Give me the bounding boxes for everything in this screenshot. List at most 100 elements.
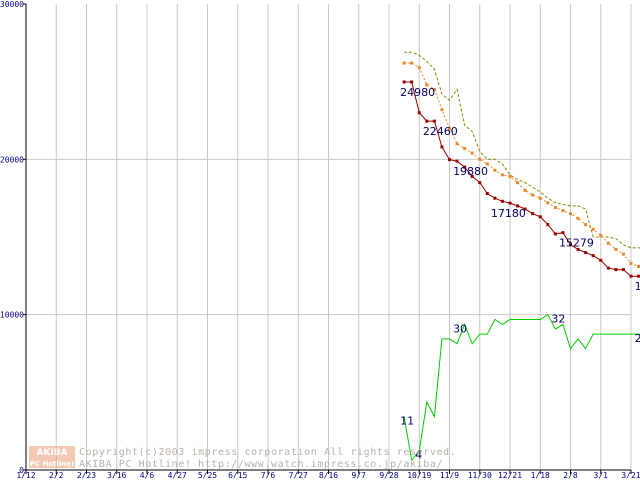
min-price-point — [561, 231, 565, 235]
avg-price-point — [553, 205, 557, 209]
avg-price-point — [546, 201, 550, 205]
avg-price-point — [637, 265, 640, 269]
avg-price-point — [621, 252, 625, 256]
x-tick-label: 2/8 — [563, 471, 578, 480]
avg-price-point — [569, 212, 572, 216]
series-lines — [402, 51, 640, 462]
avg-price-point — [538, 196, 542, 200]
min-price-point — [538, 215, 542, 219]
x-tick-label: 3/1 — [594, 471, 609, 480]
x-tick-label: 9/7 — [352, 471, 367, 480]
avg-price-point — [500, 173, 504, 177]
min-price-point — [455, 159, 459, 163]
url-text: AKIBA PC Hotline! http://www.watch.impre… — [79, 459, 443, 470]
min-price-point — [440, 145, 444, 149]
avg-price-point — [425, 83, 429, 87]
min-price-point — [417, 111, 421, 115]
series-max-price-line — [404, 51, 640, 249]
min-price-point — [523, 207, 527, 211]
min-price-point — [425, 119, 429, 123]
min-price-point — [637, 274, 640, 278]
min-price-point — [531, 212, 535, 216]
min-price-point — [500, 199, 504, 203]
price-data-label: 24980 — [400, 86, 435, 99]
x-tick-label: 4/27 — [168, 471, 187, 480]
min-price-point — [606, 266, 610, 270]
min-price-point — [463, 165, 467, 169]
shop-count-label: 28 — [635, 332, 640, 345]
x-tick-label: 2/2 — [49, 471, 64, 480]
avg-price-point — [493, 168, 497, 172]
x-tick-label: 8/16 — [319, 471, 338, 480]
avg-price-point — [440, 108, 444, 112]
avg-price-point — [402, 61, 406, 65]
series-shops-line — [403, 313, 640, 462]
avg-price-point — [432, 87, 436, 91]
min-price-point — [599, 258, 603, 262]
x-tick-label: 2/23 — [77, 471, 96, 480]
min-price-point — [470, 174, 474, 178]
x-tick-label: 6/15 — [228, 471, 247, 480]
akiba-logo: AKIBA PC Hotline! — [29, 446, 75, 468]
min-price-point — [546, 223, 550, 227]
chart-axes — [23, 3, 632, 474]
min-price-point — [621, 268, 625, 272]
min-price-point — [576, 247, 580, 251]
min-price-point — [508, 201, 512, 205]
avg-price-point — [591, 227, 595, 231]
shop-count-label: 11 — [400, 415, 414, 428]
x-tick-label: 11/30 — [468, 471, 492, 480]
copyright-text: Copyright(c)2003 impress corporation All… — [79, 447, 456, 458]
x-tick-labels: 1/12 2/2 2/23 3/16 4/6 4/27 5/25 6/15 7/6 7/27 8/1… — [16, 471, 640, 480]
price-data-label: 22460 — [423, 125, 458, 138]
x-tick-label: 9/28 — [379, 471, 398, 480]
y-tick-label: 10000 — [0, 311, 24, 320]
min-price-point — [493, 196, 497, 200]
avg-price-point — [516, 181, 520, 185]
data-labels: 24980 22460 19880 17180 15279 12479 11 4 30 32 28 — [400, 86, 640, 462]
avg-price-point — [485, 162, 489, 166]
avg-price-point — [584, 223, 588, 227]
min-price-point — [569, 243, 572, 247]
avg-price-point — [417, 66, 421, 70]
avg-price-point — [599, 233, 603, 237]
min-price-point — [478, 181, 482, 185]
shop-count-label: 32 — [551, 313, 565, 326]
avg-price-point — [478, 157, 482, 161]
min-price-point — [402, 80, 406, 84]
price-data-label: 15279 — [559, 237, 594, 250]
avg-price-point — [629, 261, 633, 265]
logo-top-text: AKIBA — [36, 448, 67, 458]
x-tick-label: 7/27 — [289, 471, 308, 480]
y-tick-label: 20000 — [0, 155, 24, 164]
x-tick-label: 11/9 — [440, 471, 459, 480]
x-tick-label: 5/25 — [198, 471, 217, 480]
logo-bottom-text: PC Hotline! — [30, 460, 74, 468]
price-data-label: 17180 — [491, 207, 526, 220]
min-price-point — [410, 80, 414, 84]
min-price-point — [584, 251, 588, 255]
x-tick-label: 4/6 — [140, 471, 155, 480]
avg-price-point — [448, 126, 451, 130]
price-data-label: 19880 — [453, 165, 488, 178]
min-price-point — [448, 158, 451, 162]
min-price-point — [516, 204, 520, 208]
min-price-point — [485, 192, 489, 196]
avg-price-point — [614, 247, 618, 251]
avg-price-point — [531, 193, 535, 197]
avg-price-point — [561, 209, 565, 213]
shop-count-label: 30 — [453, 322, 467, 335]
x-tick-label: 3/16 — [107, 471, 126, 480]
y-tick-labels: 30000 20000 10000 0 — [0, 0, 24, 475]
min-price-point — [614, 268, 618, 272]
x-tick-label: 1/12 — [16, 471, 35, 480]
shop-count-label: 4 — [415, 449, 422, 462]
price-data-label: 12479 — [635, 280, 640, 293]
series-min-price-line — [404, 81, 640, 277]
avg-price-point — [410, 61, 414, 65]
series-avg-price-line — [404, 62, 640, 268]
x-tick-label: 7/6 — [261, 471, 276, 480]
min-price-point — [629, 274, 633, 278]
y-tick-label: 30000 — [0, 0, 24, 9]
